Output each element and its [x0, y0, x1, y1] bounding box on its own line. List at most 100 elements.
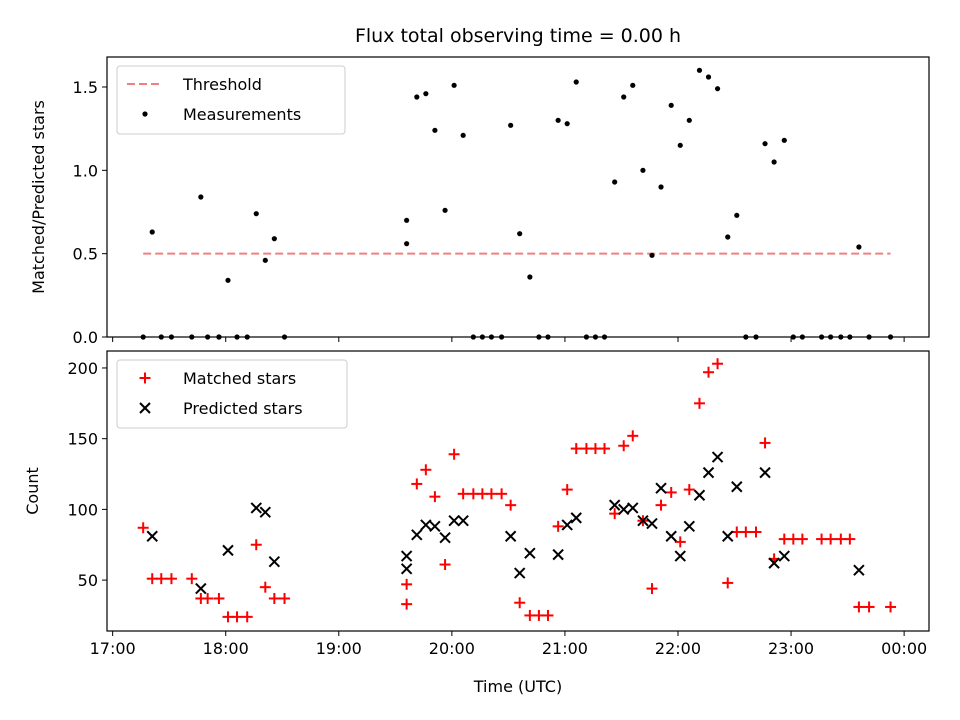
marker-stroke [439, 531, 451, 544]
data-point [630, 82, 636, 88]
data-point [149, 229, 155, 235]
marker-stroke [618, 503, 630, 516]
data-point [401, 578, 413, 590]
marker-stroke [552, 548, 564, 561]
data-point [640, 167, 646, 173]
data-point [844, 533, 856, 545]
data-point [677, 142, 683, 148]
ratio-panel: 0.0 0.5 1.0 1.5 Matched/Predicted stars Thres… [29, 56, 930, 347]
data-point [198, 194, 204, 200]
count-panel: 17:00 18:00 19:00 20:00 21:00 22:00 23:00 00:00… [23, 350, 930, 658]
marker-stroke [195, 582, 207, 595]
data-point [665, 486, 677, 498]
data-point [420, 519, 432, 531]
data-point [759, 437, 771, 449]
data-point [552, 520, 564, 532]
marker-stroke [250, 502, 262, 514]
data-point [762, 141, 768, 147]
y-tick-label: 100 [67, 500, 98, 519]
data-point [186, 573, 198, 585]
marker-stroke [139, 402, 151, 414]
data-point [504, 530, 517, 542]
data-point [542, 609, 554, 621]
data-point [612, 179, 618, 185]
data-point [696, 67, 703, 73]
marker-stroke [768, 557, 780, 569]
data-point [439, 559, 451, 571]
x-tick-label: 20:00 [429, 639, 475, 658]
x-tick-label: 19:00 [316, 639, 362, 658]
data-point [658, 184, 664, 190]
data-point [683, 520, 696, 533]
data-point [195, 582, 207, 595]
marker-stroke [711, 451, 724, 463]
data-point [514, 597, 526, 609]
data-point [561, 484, 573, 496]
marker-stroke [674, 550, 686, 562]
y-tick-label: 1.0 [73, 161, 98, 180]
data-point [618, 440, 630, 452]
data-point [705, 74, 712, 80]
marker-stroke [411, 529, 423, 541]
x-tick-label: 17:00 [90, 639, 136, 658]
marker-stroke [655, 482, 667, 494]
data-point [404, 241, 410, 247]
data-point [759, 466, 771, 479]
data-point [714, 86, 721, 92]
data-point [771, 159, 777, 165]
data-point [400, 550, 413, 562]
data-point [725, 234, 731, 240]
marker-stroke [222, 544, 234, 557]
marker-stroke [627, 502, 639, 514]
data-point [825, 533, 837, 545]
marker-stroke [759, 466, 771, 479]
data-point [552, 548, 564, 561]
data-point [460, 132, 466, 138]
marker-stroke [420, 519, 432, 531]
data-point [627, 502, 639, 514]
data-point [524, 547, 536, 559]
marker-stroke [722, 530, 734, 542]
data-point [400, 563, 413, 575]
data-point [448, 514, 460, 527]
data-point [740, 526, 752, 538]
marker-stroke [561, 519, 573, 531]
data-point [432, 127, 438, 133]
data-point [768, 557, 780, 569]
marker-stroke [665, 530, 677, 542]
x-tick-label: 18:00 [203, 639, 249, 658]
legend: Threshold Measurements [116, 65, 346, 135]
marker-stroke [637, 514, 649, 527]
data-point [404, 217, 410, 223]
marker-stroke [608, 499, 621, 511]
data-point [693, 489, 706, 501]
data-point [853, 564, 865, 576]
data-point [665, 530, 677, 542]
data-point [225, 277, 231, 283]
x-tick-label: 00:00 [881, 639, 927, 658]
data-point [646, 517, 658, 530]
chart-title: Flux total observing time = 0.00 h [355, 25, 681, 47]
data-point [674, 536, 686, 548]
data-point [711, 451, 724, 463]
data-point [618, 503, 630, 516]
marker-stroke [400, 550, 413, 562]
x-axis-label: Time (UTC) [473, 677, 562, 696]
data-point [781, 137, 787, 143]
data-point [627, 430, 639, 442]
data-point [411, 529, 423, 541]
data-point [231, 611, 243, 623]
data-point [853, 601, 865, 613]
data-point [863, 601, 875, 613]
marker-stroke [693, 489, 706, 501]
legend-entry: Measurements [183, 105, 301, 124]
legend-entry: Predicted stars [183, 399, 303, 418]
data-point [411, 478, 423, 490]
marker-stroke [853, 564, 865, 576]
data-point [429, 491, 441, 503]
data-point [608, 499, 621, 511]
data-point [241, 611, 253, 623]
x-tick-label: 23:00 [768, 639, 814, 658]
data-point [649, 252, 655, 258]
